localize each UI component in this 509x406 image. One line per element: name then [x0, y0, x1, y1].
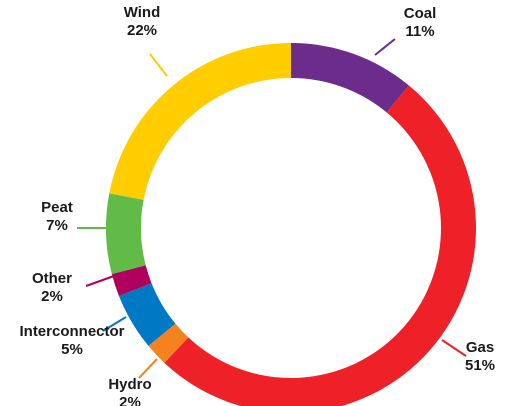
leader-lines-group	[77, 38, 467, 379]
slice-name-label-wind: Wind	[124, 4, 161, 21]
slice-name-label-gas: Gas	[466, 339, 494, 356]
slice-name-label-coal: Coal	[404, 5, 437, 22]
slice-value-label-hydro: 2%	[119, 394, 141, 406]
leader-line-interconnector	[102, 316, 127, 332]
slice-peat	[106, 193, 146, 275]
slice-coal	[291, 43, 409, 113]
leader-line-other	[85, 275, 115, 287]
leader-line-hydro	[138, 358, 158, 379]
slice-value-label-interconnector: 5%	[61, 341, 83, 358]
slice-interconnector	[118, 283, 176, 346]
slice-name-label-other: Other	[32, 270, 72, 287]
slice-value-label-other: 2%	[41, 288, 63, 305]
slice-other	[111, 265, 152, 297]
slice-value-label-wind: 22%	[127, 22, 157, 39]
slice-name-label-hydro: Hydro	[108, 376, 151, 393]
slice-wind	[109, 43, 291, 200]
slice-value-label-coal: 11%	[405, 23, 434, 40]
labels-group: Coal11%Gas51%Hydro2%Interconnector5%Othe…	[19, 4, 495, 406]
slice-hydro	[148, 323, 189, 363]
slice-name-label-interconnector: Interconnector	[19, 323, 124, 340]
leader-line-coal	[374, 38, 396, 56]
slice-value-label-peat: 7%	[46, 217, 68, 234]
leader-line-gas	[441, 339, 467, 357]
slice-value-label-gas: 51%	[465, 357, 495, 374]
slices-group	[106, 43, 476, 406]
slice-name-label-peat: Peat	[41, 199, 73, 216]
leader-line-wind	[149, 53, 168, 77]
slice-gas	[164, 85, 476, 406]
